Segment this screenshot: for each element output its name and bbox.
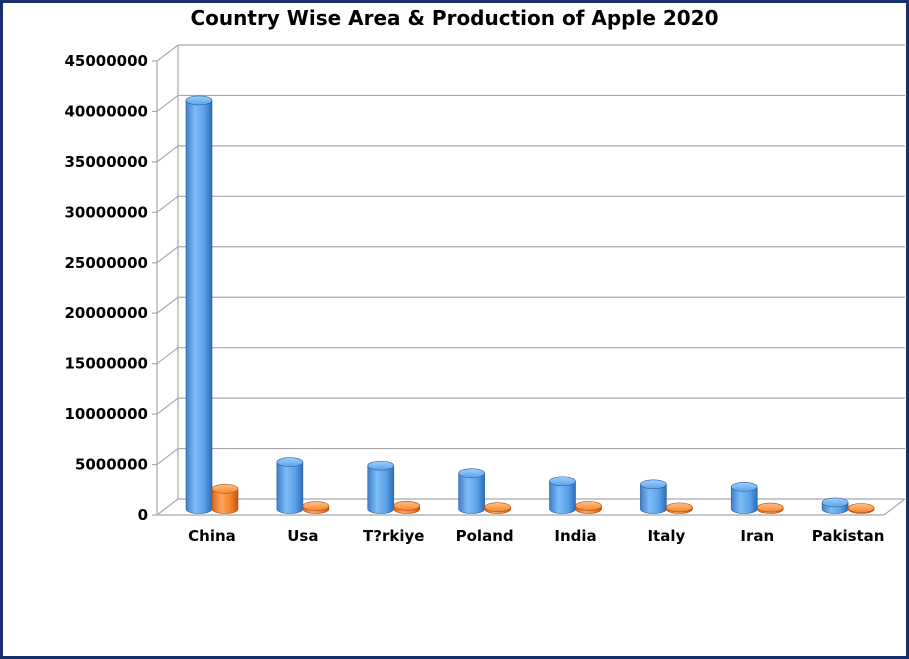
bar-body: [211, 488, 239, 514]
bar-top: [821, 497, 849, 508]
x-tick-label: Iran: [740, 527, 774, 545]
bar-top: [484, 502, 511, 512]
chart-title: Country Wise Area & Production of Apple …: [190, 6, 719, 30]
gridline-diagonal: [156, 448, 179, 466]
bar-body: [185, 100, 213, 514]
y-tick-label: 30000000: [65, 203, 149, 221]
y-tick-label: 15000000: [65, 355, 149, 373]
bar-trkiye-series-2: [393, 500, 421, 514]
bar-usa-series-1: [276, 457, 304, 514]
bar-pakistan-series-1: [821, 497, 849, 514]
gridline-diagonal: [156, 44, 179, 62]
gridline-diagonal: [156, 347, 179, 365]
bar-china-series-1: [185, 95, 213, 514]
x-tick-label: Poland: [456, 527, 514, 545]
bar-body: [276, 461, 304, 514]
bar-iran-series-1: [730, 482, 758, 514]
bar-top: [393, 500, 421, 511]
bar-body: [367, 465, 395, 514]
bar-body: [458, 472, 485, 514]
bar-top: [276, 457, 304, 467]
bar-usa-series-2: [302, 501, 330, 514]
y-tick-label: 45000000: [65, 52, 149, 70]
bar-top: [211, 484, 239, 494]
bar-body: [549, 480, 576, 514]
y-tick-label: 25000000: [65, 254, 149, 272]
bar-top: [302, 501, 330, 511]
bar-italy-series-2: [666, 502, 693, 514]
bar-italy-series-1: [640, 479, 667, 514]
y-tick-label: 20000000: [65, 304, 149, 322]
gridline-diagonal: [156, 296, 179, 314]
y-tick-label: 0: [138, 506, 148, 524]
gridline-diagonal: [156, 145, 179, 163]
bar-top: [575, 501, 602, 511]
bar-poland-series-2: [484, 502, 511, 514]
floor-side-edge: [883, 498, 906, 516]
bar-top: [666, 502, 693, 513]
bar-top: [847, 503, 875, 513]
bar-iran-series-2: [756, 502, 784, 514]
gridline-diagonal: [156, 498, 179, 516]
bars: [185, 95, 875, 514]
y-tick-label: 40000000: [65, 102, 149, 120]
y-tick-label: 5000000: [75, 456, 148, 474]
x-tick-label: China: [188, 527, 236, 545]
gridline-diagonal: [156, 246, 179, 264]
x-tick-label: Pakistan: [812, 527, 885, 545]
gridline-diagonal: [156, 195, 179, 213]
x-axis-labels: China Usa T?rkiye Poland India Italy Iran Pakis…: [188, 527, 884, 545]
bar-top: [367, 460, 395, 471]
bar-pakistan-series-2: [847, 503, 875, 514]
gridline-diagonal: [156, 397, 179, 415]
bar-top: [549, 476, 576, 487]
x-tick-label: Italy: [647, 527, 685, 545]
bar-top: [756, 502, 784, 513]
bar-top: [458, 468, 485, 478]
x-tick-label: India: [554, 527, 596, 545]
x-tick-label: Usa: [287, 527, 318, 545]
y-tick-label: 10000000: [65, 405, 149, 423]
bar-poland-series-1: [458, 468, 485, 514]
bar-top: [640, 479, 667, 490]
bar-top: [730, 482, 758, 492]
bar-india-series-1: [549, 476, 576, 514]
bar-china-series-2: [211, 484, 239, 514]
y-axis: 0 5000000 10000000 15000000 20000000 25000000…: [65, 52, 158, 524]
gridlines: [156, 44, 906, 516]
x-tick-label: T?rkiye: [363, 527, 424, 545]
bar-india-series-2: [575, 501, 602, 514]
y-tick-label: 35000000: [65, 153, 149, 171]
bar-top: [185, 95, 213, 106]
bar-trkiye-series-1: [367, 460, 395, 514]
gridline-diagonal: [156, 94, 179, 112]
